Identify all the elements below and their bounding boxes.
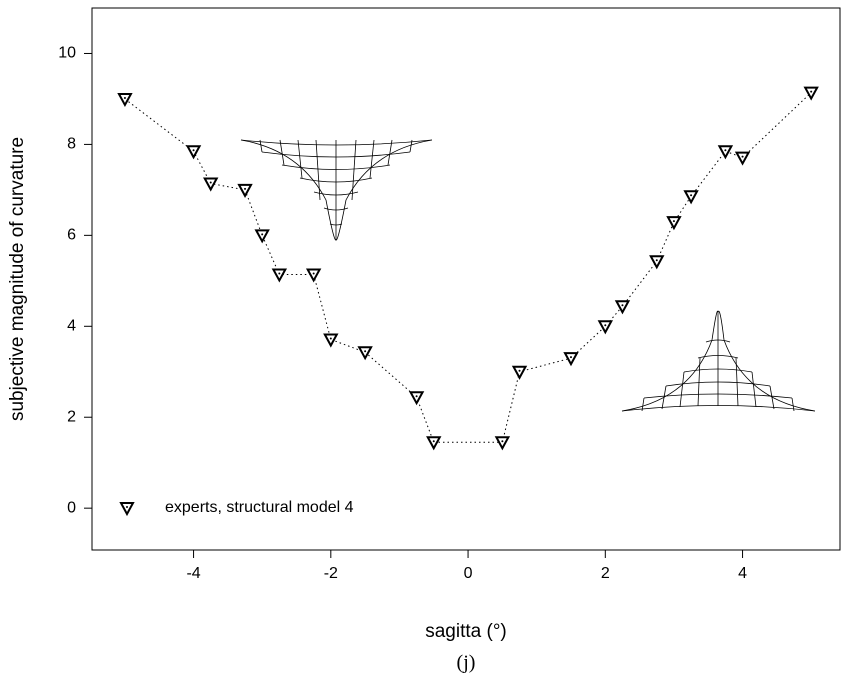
data-point xyxy=(649,255,665,270)
data-point-dot xyxy=(192,149,195,152)
data-point xyxy=(717,145,734,160)
data-point-dot xyxy=(244,187,247,190)
data-point xyxy=(614,300,631,315)
data-point xyxy=(803,86,819,101)
data-point-dot xyxy=(364,350,367,353)
data-point xyxy=(563,352,579,367)
data-point-dot xyxy=(741,155,744,158)
data-point-dot xyxy=(655,259,658,262)
x-axis-label: sagitta (°) xyxy=(425,621,507,642)
data-point xyxy=(271,268,288,283)
y-tick-label: 2 xyxy=(67,408,76,425)
y-tick-label: 6 xyxy=(67,227,76,244)
data-point-dot xyxy=(209,181,212,184)
data-point xyxy=(203,177,219,192)
data-point-dot xyxy=(604,324,607,327)
data-point xyxy=(237,183,253,198)
legend-label: experts, structural model 4 xyxy=(165,499,354,516)
data-point xyxy=(254,229,270,244)
y-tick-label: 8 xyxy=(67,136,76,153)
data-point xyxy=(494,436,511,451)
y-tick-label: 4 xyxy=(67,318,76,335)
series-line xyxy=(124,92,812,443)
legend-marker xyxy=(119,502,135,517)
data-point xyxy=(185,145,202,160)
data-point xyxy=(117,92,133,108)
data-point-dot xyxy=(501,440,504,443)
y-axis-label: subjective magnitude of curvature xyxy=(7,137,28,421)
data-point-dot xyxy=(672,220,675,223)
surface-valley xyxy=(240,139,433,241)
data-point-dot xyxy=(329,337,332,340)
data-point-dot xyxy=(621,304,624,307)
caption: (j) xyxy=(457,652,476,674)
data-point-dot xyxy=(415,395,418,398)
data-point xyxy=(426,436,442,451)
data-point-dot xyxy=(261,233,264,236)
y-tick-label: 10 xyxy=(58,45,76,62)
data-point xyxy=(408,391,425,406)
plot-frame xyxy=(91,7,841,551)
surface-peak xyxy=(621,310,816,412)
data-point-dot xyxy=(690,194,693,197)
legend-marker-dot xyxy=(126,506,128,508)
data-point xyxy=(323,333,339,348)
data-point-dot xyxy=(518,369,521,372)
y-tick-label: 0 xyxy=(67,499,76,516)
data-point-dot xyxy=(123,96,126,99)
data-point xyxy=(357,346,373,361)
data-point xyxy=(305,268,322,283)
x-tick-label: -2 xyxy=(324,565,338,582)
data-point-dot xyxy=(278,272,281,275)
data-point-dot xyxy=(810,90,813,93)
x-tick-label: -4 xyxy=(186,565,200,582)
data-point xyxy=(734,151,751,166)
x-tick-label: 4 xyxy=(738,565,747,582)
data-point-dot xyxy=(432,440,435,443)
data-point xyxy=(666,216,682,231)
data-point xyxy=(597,320,613,335)
data-point xyxy=(511,365,528,380)
x-tick-label: 2 xyxy=(601,565,610,582)
data-point-dot xyxy=(724,149,727,152)
data-point-dot xyxy=(569,356,572,359)
data-point xyxy=(683,190,699,205)
data-point-dot xyxy=(312,272,315,275)
x-tick-label: 0 xyxy=(464,565,473,582)
